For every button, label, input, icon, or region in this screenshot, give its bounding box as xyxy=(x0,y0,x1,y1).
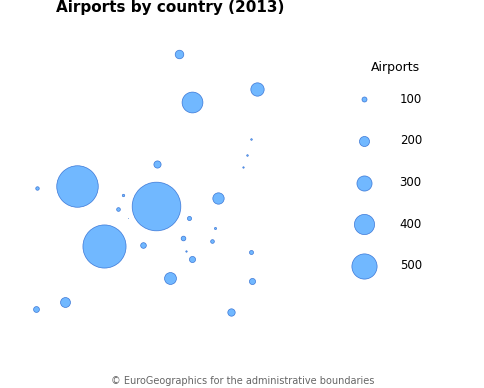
Point xyxy=(32,306,40,312)
Point xyxy=(359,263,367,269)
Point xyxy=(182,248,189,254)
Point xyxy=(208,238,216,244)
Point xyxy=(243,152,251,158)
Point xyxy=(359,96,367,102)
Point xyxy=(152,203,160,209)
Point xyxy=(188,99,196,106)
Point xyxy=(32,185,40,191)
Point xyxy=(114,206,121,213)
Point xyxy=(152,161,160,167)
Point xyxy=(253,86,260,92)
Text: Airports: Airports xyxy=(370,61,419,74)
Point xyxy=(211,225,218,231)
Point xyxy=(239,164,247,170)
Point xyxy=(214,195,222,201)
Text: 400: 400 xyxy=(399,218,421,231)
Point xyxy=(124,215,132,221)
Text: 500: 500 xyxy=(399,259,421,272)
Point xyxy=(246,248,254,255)
Title: Airports by country (2013): Airports by country (2013) xyxy=(56,0,283,15)
Point xyxy=(119,192,127,199)
Point xyxy=(246,136,254,142)
Point xyxy=(166,275,174,281)
Point xyxy=(100,243,108,249)
Point xyxy=(185,215,193,221)
Text: © EuroGeographics for the administrative boundaries: © EuroGeographics for the administrative… xyxy=(110,376,374,386)
Text: 100: 100 xyxy=(399,93,421,106)
Point xyxy=(188,256,196,263)
Point xyxy=(247,277,255,284)
Point xyxy=(73,183,81,189)
Point xyxy=(359,180,367,186)
Point xyxy=(61,298,69,305)
Text: 300: 300 xyxy=(399,176,421,189)
Text: 200: 200 xyxy=(399,135,421,147)
Point xyxy=(138,241,146,248)
Point xyxy=(227,309,235,315)
Point xyxy=(179,234,187,241)
Point xyxy=(359,138,367,144)
Point xyxy=(175,51,183,57)
Point xyxy=(359,221,367,227)
